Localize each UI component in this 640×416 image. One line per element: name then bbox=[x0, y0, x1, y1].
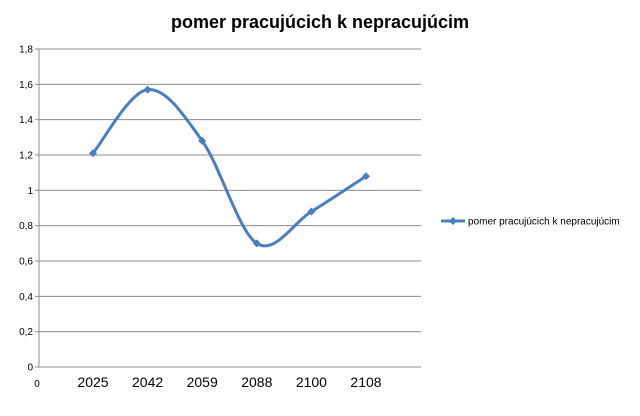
y-tick-label: 0,4 bbox=[19, 292, 33, 303]
gridlines bbox=[39, 48, 421, 333]
x-tick-label: 2108 bbox=[350, 374, 381, 390]
data-point-marker bbox=[198, 136, 207, 145]
y-tick-label: 1,8 bbox=[19, 45, 33, 56]
x-tick-labels: 0 2025 2042 2059 2088 2100 2108 bbox=[34, 374, 382, 390]
x-tick-label: 2042 bbox=[132, 374, 163, 390]
x-origin-label: 0 bbox=[34, 379, 40, 390]
y-tick-label: 0,2 bbox=[19, 327, 33, 338]
x-tick-label: 2059 bbox=[187, 374, 218, 390]
y-tick-label: 1 bbox=[27, 186, 33, 197]
data-point-marker bbox=[307, 207, 316, 216]
data-point-marker bbox=[143, 85, 152, 94]
chart-title: pomer pracujúcich k nepracujúcim bbox=[171, 12, 469, 32]
y-tick-label: 1,6 bbox=[19, 80, 33, 91]
y-tick-label: 1,2 bbox=[19, 151, 33, 162]
y-tick-label: 0,6 bbox=[19, 257, 33, 268]
y-tick-labels: 0 0,2 0,4 0,6 0,8 1 1,2 1,4 1,6 1,8 bbox=[19, 45, 33, 374]
series-line bbox=[91, 88, 367, 248]
x-tick-label: 2025 bbox=[77, 374, 108, 390]
legend-marker bbox=[449, 217, 457, 225]
data-point-marker bbox=[252, 239, 261, 248]
legend-label: pomer pracujúcich k nepracujúcim bbox=[468, 217, 620, 228]
axes bbox=[35, 48, 421, 368]
x-tick-label: 2100 bbox=[296, 374, 327, 390]
y-tick-label: 1,4 bbox=[19, 115, 33, 126]
y-tick-label: 0,8 bbox=[19, 221, 33, 232]
y-tick-label: 0 bbox=[27, 363, 33, 374]
data-point-marker bbox=[89, 149, 97, 158]
x-tick-label: 2088 bbox=[241, 374, 272, 390]
data-point-marker bbox=[362, 172, 370, 181]
legend: pomer pracujúcich k nepracujúcim bbox=[441, 217, 620, 228]
series bbox=[89, 85, 370, 248]
